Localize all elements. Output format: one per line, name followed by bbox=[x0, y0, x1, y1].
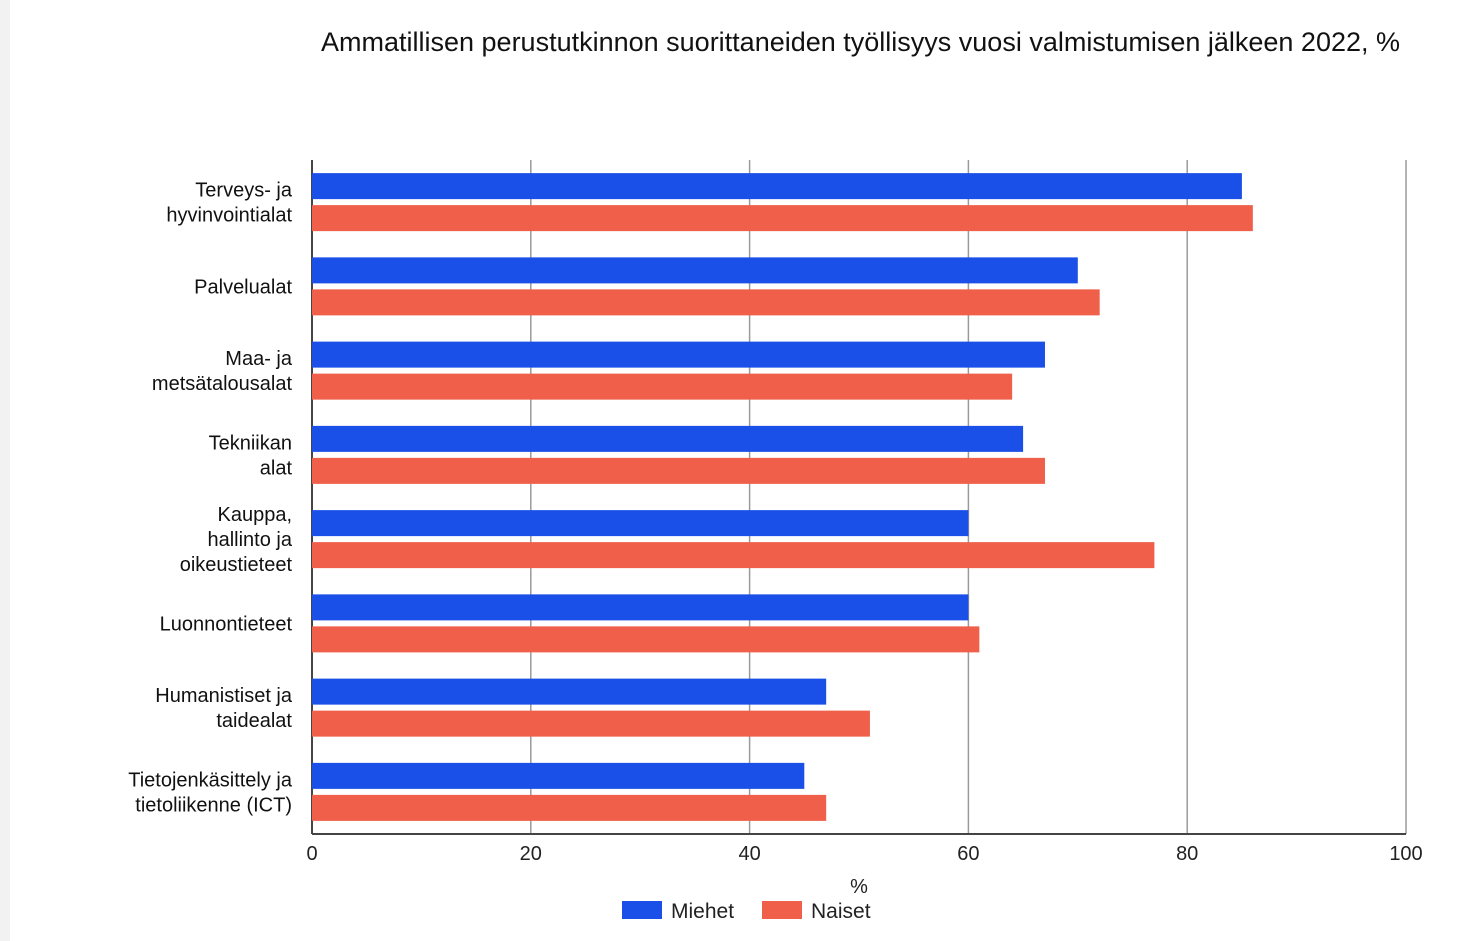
category-label: Maa- ja bbox=[225, 348, 293, 370]
category-label: Humanistiset ja bbox=[155, 685, 293, 707]
legend-swatch-naiset bbox=[762, 901, 802, 919]
chart-title: Ammatillisen perustutkinnon suorittaneid… bbox=[321, 27, 1401, 57]
category-label: taidealat bbox=[216, 710, 292, 732]
category-label: hyvinvointialat bbox=[166, 205, 292, 227]
legend-swatch-miehet bbox=[622, 901, 662, 919]
bar-miehet bbox=[312, 257, 1078, 284]
x-tick-label: 80 bbox=[1176, 843, 1198, 865]
x-axis-title: % bbox=[850, 876, 868, 898]
category-label: Kauppa, bbox=[217, 504, 292, 526]
x-tick-label: 40 bbox=[738, 843, 760, 865]
bar-naiset bbox=[312, 626, 980, 653]
bar-naiset bbox=[312, 794, 827, 821]
legend-label-miehet: Miehet bbox=[671, 900, 734, 923]
bar-naiset bbox=[312, 457, 1045, 484]
bar-naiset bbox=[312, 205, 1253, 232]
category-label: alat bbox=[260, 457, 293, 479]
x-tick-label: 0 bbox=[306, 843, 317, 865]
x-tick-label: 60 bbox=[957, 843, 979, 865]
bar-miehet bbox=[312, 594, 969, 621]
category-label: tietoliikenne (ICT) bbox=[135, 794, 292, 816]
category-label: hallinto ja bbox=[207, 529, 292, 551]
bar-naiset bbox=[312, 289, 1100, 316]
x-tick-label: 100 bbox=[1389, 843, 1422, 865]
legend-label-naiset: Naiset bbox=[811, 900, 871, 923]
bar-naiset bbox=[312, 710, 870, 737]
category-label: Tietojenkäsittely ja bbox=[128, 769, 293, 791]
bar-miehet bbox=[312, 762, 805, 789]
category-label: Tekniikan bbox=[209, 432, 292, 454]
bar-naiset bbox=[312, 542, 1155, 569]
category-label: Luonnontieteet bbox=[160, 613, 293, 635]
bar-miehet bbox=[312, 173, 1242, 200]
bar-miehet bbox=[312, 425, 1024, 452]
category-label: oikeustieteet bbox=[180, 554, 293, 576]
category-label: Palvelualat bbox=[194, 276, 292, 298]
category-label: Terveys- ja bbox=[195, 180, 293, 202]
bar-miehet bbox=[312, 678, 827, 705]
x-tick-label: 20 bbox=[520, 843, 542, 865]
bar-naiset bbox=[312, 373, 1013, 400]
category-label: metsätalousalat bbox=[152, 373, 293, 395]
bar-miehet bbox=[312, 510, 969, 537]
bar-miehet bbox=[312, 341, 1045, 368]
